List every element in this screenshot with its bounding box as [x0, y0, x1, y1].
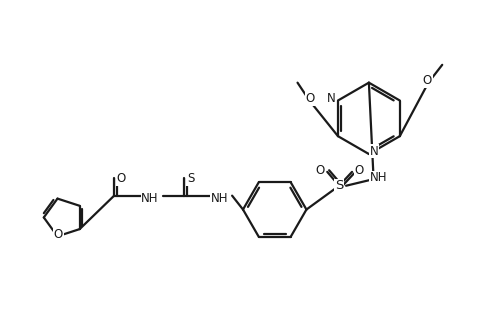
Text: N: N — [369, 145, 378, 157]
Text: S: S — [187, 172, 194, 185]
Text: S: S — [335, 179, 344, 192]
Text: O: O — [54, 228, 63, 241]
Text: O: O — [117, 172, 126, 185]
Text: O: O — [306, 92, 315, 105]
Text: O: O — [354, 164, 364, 177]
Text: NH: NH — [370, 171, 387, 184]
Text: N: N — [326, 92, 335, 105]
Text: O: O — [316, 164, 325, 177]
Text: NH: NH — [210, 192, 228, 205]
Text: NH: NH — [141, 192, 159, 205]
Text: O: O — [423, 74, 432, 87]
